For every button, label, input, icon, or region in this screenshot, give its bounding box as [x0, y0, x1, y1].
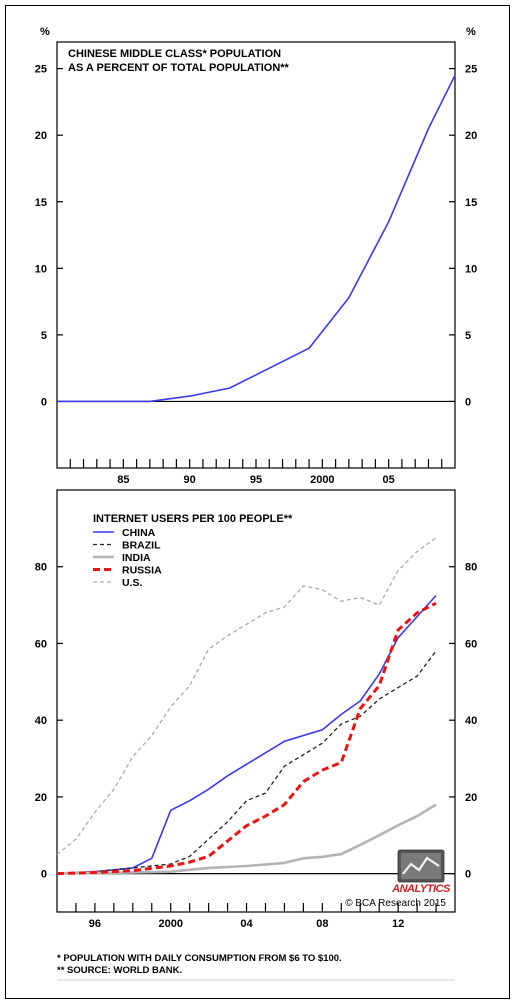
bottom-xtick-label: 2000	[158, 918, 182, 930]
top-unit-right: %	[466, 26, 476, 38]
legend-label: BRAZIL	[122, 540, 161, 552]
legend-label: INDIA	[122, 552, 151, 564]
bottom-xtick-label: 96	[89, 918, 101, 930]
top-ytick-label-right: 20	[465, 130, 477, 142]
bottom-ytick-label-right: 40	[465, 715, 477, 727]
bottom-ytick-label-left: 40	[35, 715, 47, 727]
top-ytick-label-left: 20	[35, 130, 47, 142]
top-ytick-label-left: 25	[35, 64, 47, 76]
bottom-series-us-line	[56, 537, 437, 856]
legend-label: U.S.	[122, 577, 143, 589]
legend-label: CHINA	[122, 527, 156, 539]
bottom-ytick-label-right: 0	[465, 869, 471, 881]
top-ytick-label-right: 10	[465, 263, 477, 275]
bottom-xtick-label: 04	[240, 918, 253, 930]
top-xtick-label: 95	[250, 474, 262, 486]
bottom-chart-frame	[56, 489, 456, 913]
top-chart-subtitle: AS A PERCENT OF TOTAL POPULATION**	[68, 62, 290, 74]
bottom-series-russia-line	[56, 601, 437, 876]
bottom-chart-series	[56, 537, 437, 876]
top-xtick-label: 2000	[310, 474, 334, 486]
bottom-chart-title: INTERNET USERS PER 100 PEOPLE**	[93, 513, 293, 525]
top-ytick-label-right: 5	[465, 330, 471, 342]
bottom-ytick-label-left: 80	[35, 562, 47, 574]
top-chart-frame	[56, 41, 456, 469]
top-ytick-label-left: 5	[41, 330, 47, 342]
legend-label: RUSSIA	[122, 565, 162, 577]
top-chart-title: CHINESE MIDDLE CLASS* POPULATION	[68, 48, 281, 60]
top-xtick-label: 85	[117, 474, 129, 486]
bottom-series-china-line	[56, 594, 437, 875]
top-ytick-label-left: 10	[35, 263, 47, 275]
bottom-ytick-label-left: 0	[41, 869, 47, 881]
bottom-series-india-line	[56, 803, 437, 875]
bottom-chart-ticks: 0 0 20 20 40 40 60 60 80 80 96 2000 04 08 12	[35, 562, 478, 930]
top-ytick-label-right: 0	[465, 396, 471, 408]
copyright-text: © BCA Research 2015	[345, 898, 446, 909]
bottom-ytick-label-left: 60	[35, 638, 47, 650]
top-ytick-label-right: 15	[465, 197, 477, 209]
footnote-2: ** SOURCE: WORLD BANK.	[57, 965, 182, 976]
top-ytick-label-left: 15	[35, 197, 47, 209]
top-xtick-label: 05	[383, 474, 395, 486]
bottom-ytick-label-right: 60	[465, 638, 477, 650]
top-xtick-label: 90	[184, 474, 196, 486]
top-ytick-label-left: 0	[41, 396, 47, 408]
bottom-ytick-label-right: 20	[465, 792, 477, 804]
analytics-logo-text: ANALYTICS	[391, 883, 451, 895]
bottom-ytick-label-left: 20	[35, 792, 47, 804]
page-frame	[5, 5, 510, 999]
bottom-series-brazil-line	[56, 650, 437, 875]
top-chart-series	[57, 74, 456, 403]
bottom-xtick-label: 08	[316, 918, 328, 930]
top-series-0-line	[57, 74, 456, 403]
analytics-logo: ANALYTICS	[391, 849, 451, 895]
bottom-ytick-label-right: 80	[465, 562, 477, 574]
top-ytick-label-right: 25	[465, 64, 477, 76]
bottom-xtick-label: 12	[392, 918, 404, 930]
top-unit-left: %	[40, 26, 50, 38]
footnote-1: * POPULATION WITH DAILY CONSUMPTION FROM…	[57, 953, 342, 964]
